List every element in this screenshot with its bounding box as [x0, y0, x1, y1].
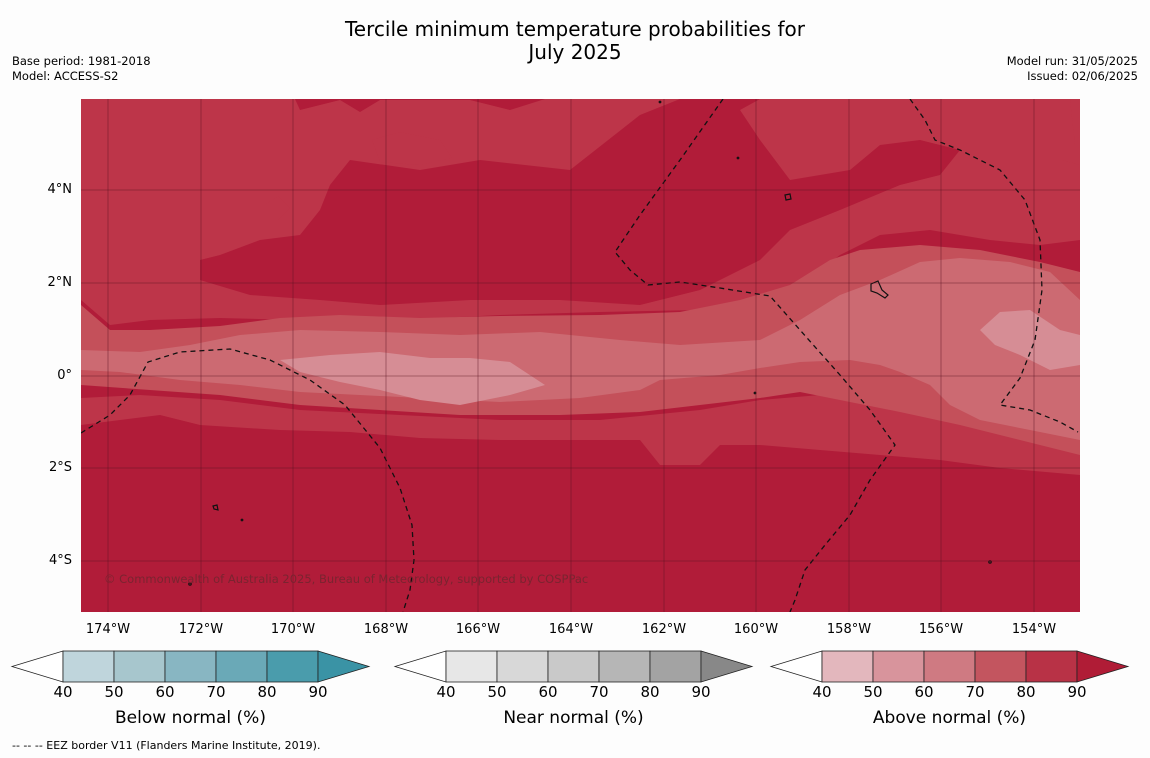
colorbar-below-low-arrow [10, 650, 64, 683]
colorbar-above-tick: 70 [965, 683, 985, 701]
contour-80-north-west [81, 99, 1080, 325]
base-period: Base period: 1981-2018 [12, 54, 151, 68]
x-tick-168w: 168°W [363, 622, 409, 637]
colorbar-below-segment [215, 650, 268, 683]
contour-80-patch-b [265, 196, 290, 220]
colorbar-above-segment [821, 650, 874, 683]
colorbar-below-tick: 40 [53, 683, 73, 701]
colorbar-near-low-arrow [393, 650, 447, 683]
island-c [212, 504, 219, 511]
colorbar-above-tick: 90 [1067, 683, 1087, 701]
x-tick-162w: 162°W [641, 622, 687, 637]
x-tick-164w: 164°W [548, 622, 594, 637]
title-line-1: Tercile minimum temperature probabilitie… [344, 17, 806, 41]
colorbar-near-title: Near normal (%) [503, 708, 644, 728]
contour-80-east-north [1062, 99, 1080, 165]
colorbar-below-segment [113, 650, 166, 683]
contour-80-patch-a [372, 132, 452, 165]
colorbar-below-high-arrow [317, 650, 371, 683]
model-name: Model: ACCESS-S2 [12, 69, 119, 83]
colorbar-near-segment [649, 650, 702, 683]
y-tick-2n: 2°N [47, 275, 73, 290]
island-h [736, 156, 740, 160]
colorbar-above-tick: 50 [863, 683, 883, 701]
eez-border-east [909, 99, 1079, 433]
contour-80-south [81, 395, 1080, 475]
colorbar-near-tick: 90 [691, 683, 711, 701]
x-tick-174w: 174°W [85, 622, 131, 637]
meta-left: Base period: 1981-2018 Model: ACCESS-S2 [12, 54, 151, 84]
eez-footnote: -- -- -- EEZ border V11 (Flanders Marine… [12, 739, 321, 752]
y-tick-2s: 2°S [48, 460, 72, 475]
colorbar-near-tick: 50 [487, 683, 507, 701]
colorbar-near-tick: 40 [436, 683, 456, 701]
colorbar-near-tick: 70 [589, 683, 609, 701]
x-tick-166w: 166°W [455, 622, 501, 637]
y-tick-0: 0° [57, 368, 72, 383]
colorbar-near-segment [547, 650, 600, 683]
colorbar-below-tick: 80 [257, 683, 277, 701]
copyright-note: © Commonwealth of Australia 2025, Bureau… [104, 572, 589, 586]
colorbar-below-tick: 60 [155, 683, 175, 701]
chart-title: Tercile minimum temperature probabilitie… [0, 18, 1150, 64]
y-tick-4s: 4°S [48, 553, 72, 568]
contour-50-east [980, 310, 1080, 370]
contour-60 [81, 258, 1080, 440]
colorbar-near-segment [598, 650, 651, 683]
x-tick-172w: 172°W [178, 622, 224, 637]
colorbar-above-segment [872, 650, 925, 683]
colorbar-near-segment [496, 650, 549, 683]
x-tick-156w: 156°W [918, 622, 964, 637]
colorbar-near-tick: 80 [640, 683, 660, 701]
island-b [870, 280, 889, 299]
colorbar-above-tick: 60 [914, 683, 934, 701]
title-line-2: July 2025 [528, 40, 622, 64]
eez-border-west [81, 348, 415, 612]
model-run: Model run: 31/05/2025 [1006, 54, 1138, 68]
colorbar-near-high-arrow [700, 650, 754, 683]
x-tick-160w: 160°W [733, 622, 779, 637]
colorbar-below-tick: 50 [104, 683, 124, 701]
colorbar-above-segment [1025, 650, 1078, 683]
island-a [784, 193, 792, 201]
x-tick-158w: 158°W [826, 622, 872, 637]
meta-right: Model run: 31/05/2025 Issued: 02/06/2025 [1007, 54, 1138, 84]
y-tick-4n: 4°N [47, 182, 73, 197]
colorbar-above-segment [923, 650, 976, 683]
colorbar-below-tick: 70 [206, 683, 226, 701]
colorbar-above-low-arrow [769, 650, 823, 683]
colorbar-below-title: Below normal (%) [115, 708, 266, 728]
x-tick-154w: 154°W [1011, 622, 1057, 637]
island-e [188, 582, 192, 586]
colorbar-above-tick: 40 [812, 683, 832, 701]
colorbar-above-high-arrow [1076, 650, 1130, 683]
colorbar-above-segment [974, 650, 1027, 683]
colorbar-below-segment [164, 650, 217, 683]
colorbar-above-title: Above normal (%) [872, 708, 1027, 728]
colorbar-below-segment [62, 650, 115, 683]
colorbar-near-segment [445, 650, 498, 683]
issued-date: Issued: 02/06/2025 [1027, 69, 1138, 83]
contour-50-center [280, 352, 545, 405]
colorbar-near-tick: 60 [538, 683, 558, 701]
colorbar-below-tick: 90 [308, 683, 328, 701]
x-tick-170w: 170°W [270, 622, 316, 637]
island-i [658, 100, 662, 104]
colorbar-above-tick: 80 [1016, 683, 1036, 701]
island-d [240, 518, 244, 522]
colorbar-below-segment [266, 650, 319, 683]
